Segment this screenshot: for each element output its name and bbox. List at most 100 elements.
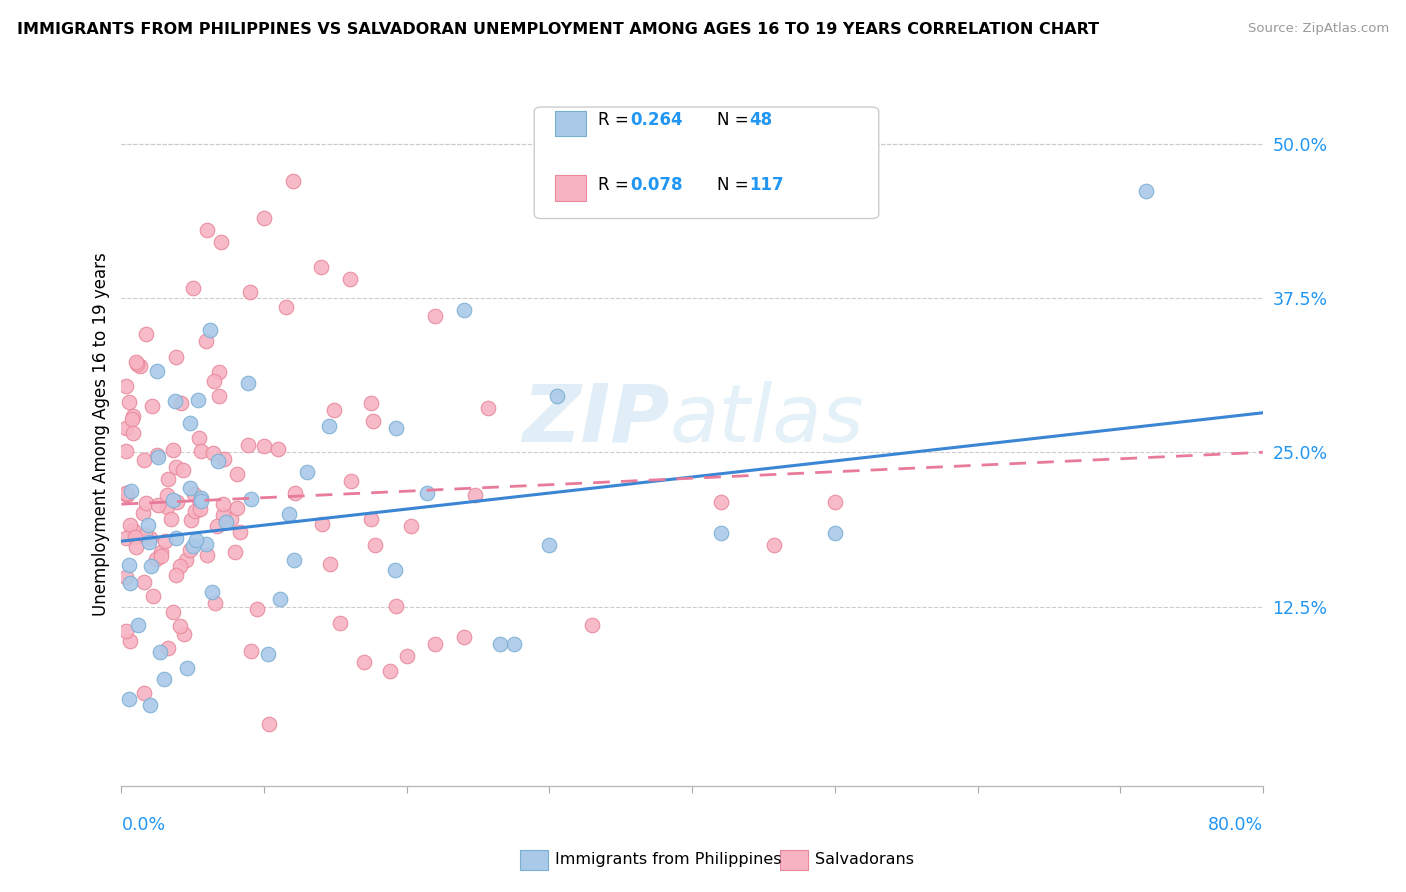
Point (269, 592, 291, 607)
Point (194, 334, 217, 348)
Point (477, 401, 499, 416)
Point (201, 585, 224, 599)
Point (309, 260, 332, 274)
Point (187, 393, 209, 408)
Point (132, 575, 155, 590)
Point (453, 631, 475, 645)
Point (253, 440, 276, 454)
Point (114, 487, 136, 501)
Point (211, 497, 233, 511)
Point (135, 326, 157, 341)
Point (229, 524, 252, 539)
Point (581, 618, 603, 632)
Point (183, 539, 205, 553)
Point (710, 494, 733, 508)
Point (114, 624, 136, 639)
Point (118, 394, 141, 409)
Point (257, 648, 280, 662)
Text: 117: 117 (749, 176, 785, 194)
Point (162, 443, 184, 458)
Point (114, 531, 136, 545)
Point (311, 516, 333, 531)
Point (202, 374, 225, 388)
Point (153, 673, 176, 687)
Point (322, 402, 344, 417)
Point (169, 558, 191, 573)
Point (172, 462, 194, 476)
Point (198, 322, 221, 336)
Point (488, 637, 510, 651)
Text: 0.264: 0.264 (630, 112, 682, 129)
Point (187, 492, 209, 507)
Point (124, 529, 146, 543)
Point (163, 394, 186, 409)
Text: 0.0%: 0.0% (121, 816, 166, 834)
Point (121, 426, 143, 441)
Point (187, 432, 209, 446)
Point (384, 563, 406, 577)
Point (283, 552, 305, 566)
Y-axis label: Unemployment Among Ages 16 to 19 years: Unemployment Among Ages 16 to 19 years (93, 252, 110, 615)
Point (122, 409, 145, 424)
Point (128, 359, 150, 373)
Point (453, 302, 475, 317)
Point (148, 450, 170, 464)
Point (120, 484, 142, 499)
Text: N =: N = (717, 112, 754, 129)
Point (146, 364, 169, 378)
Point (267, 442, 290, 456)
Point (165, 460, 187, 475)
Point (546, 389, 568, 403)
Point (114, 443, 136, 458)
Point (297, 465, 319, 479)
Point (183, 487, 205, 501)
Point (212, 508, 235, 522)
Point (136, 518, 159, 533)
Point (169, 619, 191, 633)
Point (155, 488, 177, 502)
Text: R =: R = (598, 176, 634, 194)
Point (134, 528, 156, 542)
Point (824, 494, 846, 508)
Point (190, 493, 212, 508)
Point (205, 519, 228, 533)
Point (246, 601, 269, 615)
Point (114, 379, 136, 393)
Point (502, 637, 524, 651)
Point (124, 355, 146, 369)
Point (274, 300, 297, 314)
Point (195, 537, 218, 551)
Point (114, 486, 136, 500)
Point (125, 541, 148, 555)
Text: N =: N = (717, 176, 754, 194)
Point (166, 495, 188, 509)
Point (150, 545, 173, 559)
Point (380, 665, 402, 679)
Point (179, 482, 201, 496)
Point (157, 472, 180, 486)
Point (340, 474, 363, 488)
Point (240, 491, 263, 506)
Point (239, 285, 262, 299)
Point (145, 551, 167, 566)
Point (150, 549, 173, 563)
Point (170, 396, 193, 410)
Point (318, 418, 340, 433)
Point (257, 717, 280, 731)
Point (184, 533, 207, 547)
Point (215, 516, 238, 530)
Point (181, 281, 204, 295)
Point (132, 686, 155, 700)
Point (139, 531, 162, 545)
Point (142, 590, 165, 604)
Point (117, 488, 139, 502)
Point (122, 523, 145, 537)
Point (710, 525, 733, 540)
Point (132, 453, 155, 467)
Point (464, 488, 486, 502)
Point (127, 618, 149, 632)
Point (146, 448, 169, 462)
Point (425, 310, 447, 324)
Point (184, 504, 207, 518)
Point (190, 502, 212, 516)
